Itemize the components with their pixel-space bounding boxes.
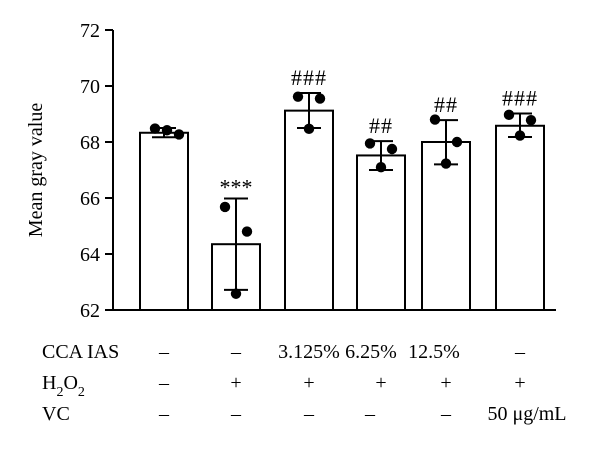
table-cell: –	[440, 403, 452, 425]
table-cell: +	[375, 372, 386, 394]
data-point	[241, 226, 253, 237]
table-cell: 12.5%	[408, 341, 460, 363]
significance-mark: ###	[502, 85, 538, 110]
significance-mark: ***	[220, 175, 253, 200]
row-label-cca-ias: CCA IAS	[42, 341, 119, 363]
significance-annotations: ***####### ###	[220, 65, 538, 200]
data-point	[314, 93, 326, 104]
table-cell: +	[303, 372, 314, 394]
bar	[356, 154, 406, 311]
y-tick-label: 62	[80, 300, 100, 322]
bar	[495, 124, 545, 312]
bar	[421, 141, 471, 311]
table-cell: –	[303, 403, 315, 425]
significance-mark: ##	[434, 92, 458, 117]
significance-mark: ###	[291, 65, 327, 90]
data-point	[303, 123, 315, 135]
error-bars	[152, 92, 532, 291]
data-point	[503, 109, 515, 121]
table-cell: 3.125%	[278, 341, 340, 363]
y-tick-label: 66	[80, 188, 100, 210]
table-cell: 50 μg/mL	[487, 403, 566, 425]
y-tick-label: 70	[80, 76, 100, 98]
data-point	[429, 114, 441, 125]
data-point	[514, 130, 526, 141]
y-ticks: 62 64 66 68 70 72	[80, 20, 113, 322]
bars	[139, 109, 545, 312]
data-point	[386, 143, 398, 155]
table-cell: +	[440, 372, 451, 394]
table-cell: –	[158, 403, 170, 425]
data-point	[292, 91, 304, 102]
data-point	[230, 288, 242, 299]
table-cell: +	[514, 372, 525, 394]
data-point	[525, 114, 537, 126]
bar	[139, 131, 189, 311]
table-cell: 6.25%	[345, 341, 397, 363]
table-cell: –	[230, 341, 242, 363]
data-points	[149, 91, 537, 299]
data-point	[440, 158, 452, 169]
data-point	[149, 123, 161, 134]
significance-mark: ##	[369, 113, 393, 138]
table-cell: –	[158, 372, 170, 394]
data-point	[364, 138, 376, 149]
row-label-h2o2: H2O2	[42, 372, 85, 400]
row-label-vc: VC	[42, 403, 70, 425]
data-point	[161, 125, 173, 136]
data-point	[219, 201, 231, 213]
table-cell: +	[230, 372, 241, 394]
y-tick-label: 72	[80, 20, 100, 42]
y-tick-label: 68	[80, 132, 100, 154]
table-cell: –	[514, 341, 526, 363]
table-cell: –	[364, 403, 376, 425]
y-axis-label: Mean gray value	[25, 103, 47, 238]
treatment-table: CCA IAS H2O2 VC – – 3.125% 6.25% 12.5% – – + + + +…	[42, 341, 567, 425]
y-tick-label: 64	[80, 244, 100, 266]
data-point	[451, 136, 463, 148]
bar	[284, 109, 334, 311]
table-cell: –	[158, 341, 170, 363]
table-cell: –	[230, 403, 242, 425]
data-point	[375, 162, 387, 173]
data-point	[173, 129, 185, 140]
